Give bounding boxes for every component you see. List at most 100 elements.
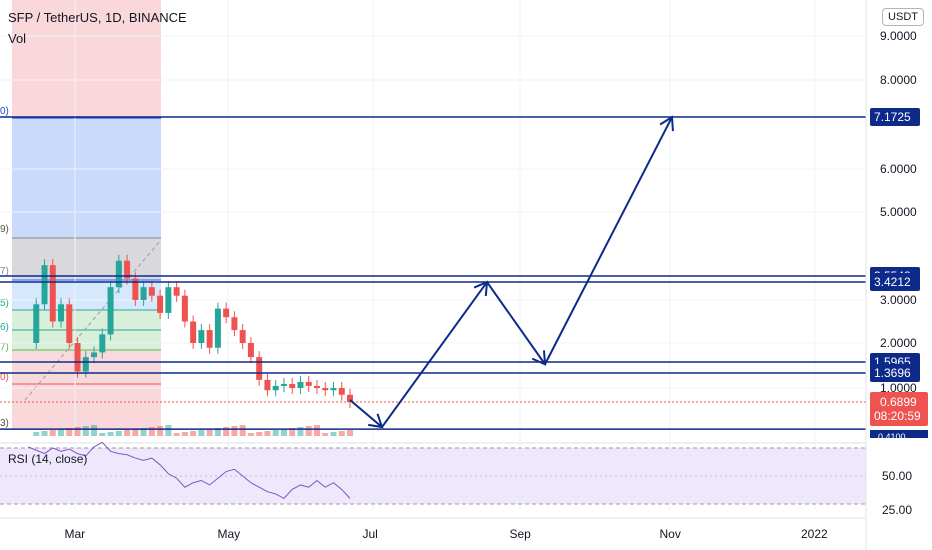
projection-arrow-start	[349, 399, 383, 428]
volume-bar	[148, 427, 155, 436]
projection-arrow-segment	[486, 281, 546, 365]
price-tick-label: 5.0000	[880, 205, 917, 219]
candle-body	[347, 394, 353, 402]
arrowhead-down-1	[368, 413, 384, 429]
volume-bar	[305, 426, 312, 436]
candle-body	[99, 334, 106, 353]
volume-bar	[99, 433, 106, 436]
volume-bar	[132, 429, 139, 436]
volume-bar	[115, 431, 122, 436]
candle-body	[157, 295, 164, 313]
level-tag-label: 7.1725	[874, 110, 911, 124]
candle-body	[41, 265, 48, 305]
level-tag-bg	[870, 273, 920, 291]
volume-bar	[124, 430, 131, 436]
current-price-tag-bg	[870, 392, 928, 426]
volume-bar	[206, 429, 213, 436]
volume-bar	[58, 429, 65, 436]
candle-body	[256, 357, 263, 380]
volume-bar	[256, 432, 263, 436]
fib-edge-label: 6)	[0, 322, 9, 333]
candle-body	[165, 287, 172, 313]
time-tick-label: Nov	[660, 527, 681, 541]
fib-edge-label: 3)	[0, 418, 9, 429]
volume-bar	[247, 433, 254, 436]
volume-bar	[223, 427, 230, 436]
candle-body	[124, 260, 131, 279]
volume-bar	[173, 433, 180, 436]
volume-bar	[322, 433, 329, 436]
candle-body	[58, 304, 65, 322]
support-tag-bg	[870, 430, 928, 438]
support-tag-label: 0.4100	[878, 432, 906, 442]
volume-bar	[107, 432, 114, 436]
level-tag-label: 3.4212	[874, 275, 911, 289]
candle-body	[280, 383, 287, 386]
candle-body	[91, 352, 98, 358]
projection-arrow-segment	[544, 116, 673, 365]
fib-zone-grey	[12, 238, 161, 280]
time-tick-label: May	[218, 527, 241, 541]
fib-edge-label: 9)	[0, 224, 9, 235]
time-tick-label: Mar	[65, 527, 86, 541]
candle-body	[115, 260, 122, 288]
volume-label: Vol	[8, 31, 27, 46]
volume-bar	[330, 432, 337, 436]
time-tick-label: Jul	[363, 527, 378, 541]
level-tag-bg	[870, 108, 920, 126]
fib-edge-label: 7)	[0, 342, 9, 353]
rsi-line	[27, 441, 351, 500]
level-tag-bg	[870, 364, 920, 382]
candle-body	[82, 357, 89, 372]
volume-bar	[289, 428, 296, 436]
volume-bar	[272, 430, 279, 436]
fib-edge-label: 5)	[0, 298, 9, 309]
fib-zone-blue	[12, 118, 161, 238]
time-tick-label: 2022	[801, 527, 828, 541]
volume-bar	[297, 427, 304, 436]
candle-body	[107, 287, 114, 335]
arrowhead	[531, 350, 547, 366]
currency-button[interactable]: USDT	[882, 8, 924, 26]
price-tick-label: 6.0000	[880, 162, 917, 176]
volume-bar	[190, 431, 197, 436]
price-tick-label: 9.0000	[880, 29, 917, 43]
rsi-tick-label: 50.00	[882, 469, 912, 483]
candle-body	[322, 388, 329, 391]
volume-bar	[214, 428, 221, 436]
fib-edge-label: 7)	[0, 266, 9, 277]
price-tick-label: 8.0000	[880, 73, 917, 87]
rsi-legend: RSI (14, close)	[8, 452, 88, 466]
volume-bar	[33, 432, 40, 436]
candle-body	[66, 304, 73, 343]
volume-bar	[264, 431, 271, 436]
candle-body	[264, 379, 271, 391]
candle-body	[190, 321, 197, 343]
candle-body	[305, 381, 312, 386]
volume-bar	[347, 430, 353, 436]
volume-bar	[338, 431, 345, 436]
volume-bar	[41, 431, 48, 436]
candle-body	[33, 304, 40, 343]
volume-bar	[157, 426, 164, 436]
candle-body	[247, 343, 254, 358]
volume-bar	[140, 428, 147, 436]
candle-body	[272, 385, 279, 391]
arrowhead	[473, 280, 489, 297]
symbol-title: SFP / TetherUS, 1D, BINANCE	[8, 10, 187, 25]
level-tag-label: 1.3696	[874, 366, 911, 380]
volume-bar	[82, 426, 89, 436]
volume-bar	[198, 430, 205, 436]
fib-edge-label: 0)	[0, 106, 9, 117]
volume-bar	[313, 425, 320, 436]
candle-body	[313, 385, 320, 388]
volume-bar	[280, 429, 287, 436]
price-tick-label: 2.0000	[880, 336, 917, 350]
candle-body	[49, 265, 56, 322]
candle-body	[132, 278, 139, 300]
projection-arrow-segment	[381, 281, 488, 428]
rsi-tick-label: 25.00	[882, 503, 912, 517]
candle-body	[148, 287, 155, 296]
